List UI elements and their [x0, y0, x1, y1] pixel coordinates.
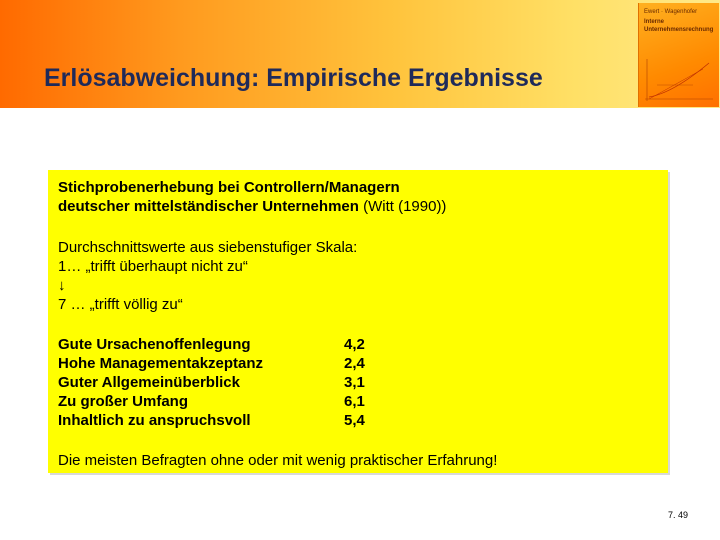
book-chart-graphic: [645, 59, 713, 101]
item-value: 4,2: [344, 336, 365, 353]
heading-line2-text: deutscher mittelständischer Unternehmen: [58, 198, 359, 215]
conclusion: Die meisten Befragten ohne oder mit weni…: [58, 452, 498, 469]
scale-intro: Durchschnittswerte aus siebenstufiger Sk…: [58, 239, 358, 256]
item-value: 6,1: [344, 393, 365, 410]
page-number: 7. 49: [668, 510, 689, 520]
content-box: Stichprobenerhebung bei Controllern/Mana…: [48, 170, 668, 473]
heading-line1: Stichprobenerhebung bei Controllern/Mana…: [58, 179, 400, 196]
heading-line2: deutscher mittelständischer Unternehmen …: [58, 197, 446, 216]
item-label: Hohe Managementakzeptanz: [58, 355, 264, 372]
item-label: Gute Ursachenoffenlegung: [58, 336, 251, 353]
item-value: 3,1: [344, 374, 365, 391]
scale-arrow: ↓: [58, 277, 66, 294]
citation: (Witt (1990)): [358, 198, 447, 215]
page-title: Erlösabweichung: Empirische Ergebnisse: [44, 64, 543, 92]
book-cover-image: Ewert · Wagenhofer Interne Unternehmensr…: [638, 3, 719, 107]
header-banner: [0, 0, 720, 108]
item-label: Guter Allgemeinüberblick: [58, 374, 240, 391]
scale-high: 7 … „trifft völlig zu“: [58, 296, 183, 313]
item-value: 5,4: [344, 412, 365, 429]
item-value: 2,4: [344, 355, 365, 372]
item-label: Zu großer Umfang: [58, 393, 188, 410]
item-label: Inhaltlich zu anspruchsvoll: [58, 412, 251, 429]
scale-low: 1… „trifft überhaupt nicht zu“: [58, 258, 248, 275]
book-authors: Ewert · Wagenhofer: [644, 9, 698, 15]
book-title-line2: Unternehmensrechnung: [644, 27, 714, 33]
book-title-line1: Interne: [644, 19, 665, 25]
